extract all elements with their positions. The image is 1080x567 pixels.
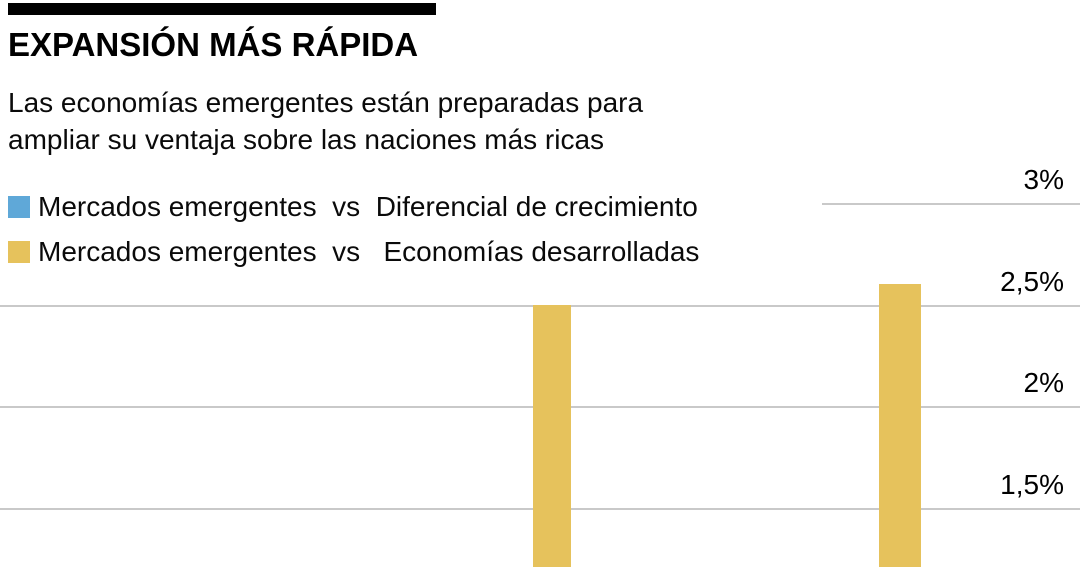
top-rule <box>8 3 436 15</box>
y-tick-label: 2,5% <box>1000 266 1064 297</box>
legend: Mercados emergentes vs Diferencial de cr… <box>8 192 699 267</box>
bar-1 <box>533 305 571 567</box>
y-tick-label: 1,5% <box>1000 469 1064 500</box>
y-tick-label: 3% <box>1023 164 1064 195</box>
chart-subtitle-line2: ampliar su ventaja sobre las naciones má… <box>8 124 605 155</box>
legend-item-growth-differential: Mercados emergentes vs Diferencial de cr… <box>8 192 699 222</box>
legend-swatch-gold-icon <box>8 241 30 263</box>
chart-subtitle-line1: Las economías emergentes están preparada… <box>8 87 644 118</box>
legend-label: Mercados emergentes vs Economías desarro… <box>38 236 700 267</box>
legend-label: Mercados emergentes vs Diferencial de cr… <box>38 191 698 222</box>
chart-title: EXPANSIÓN MÁS RÁPIDA <box>8 26 419 63</box>
bar-2 <box>879 284 921 567</box>
chart-subtitle: Las economías emergentes están preparada… <box>8 84 643 158</box>
y-tick-label: 2% <box>1023 367 1064 398</box>
gridline-3% <box>822 203 1080 205</box>
legend-item-developed-economies: Mercados emergentes vs Economías desarro… <box>8 237 699 267</box>
legend-swatch-blue-icon <box>8 196 30 218</box>
